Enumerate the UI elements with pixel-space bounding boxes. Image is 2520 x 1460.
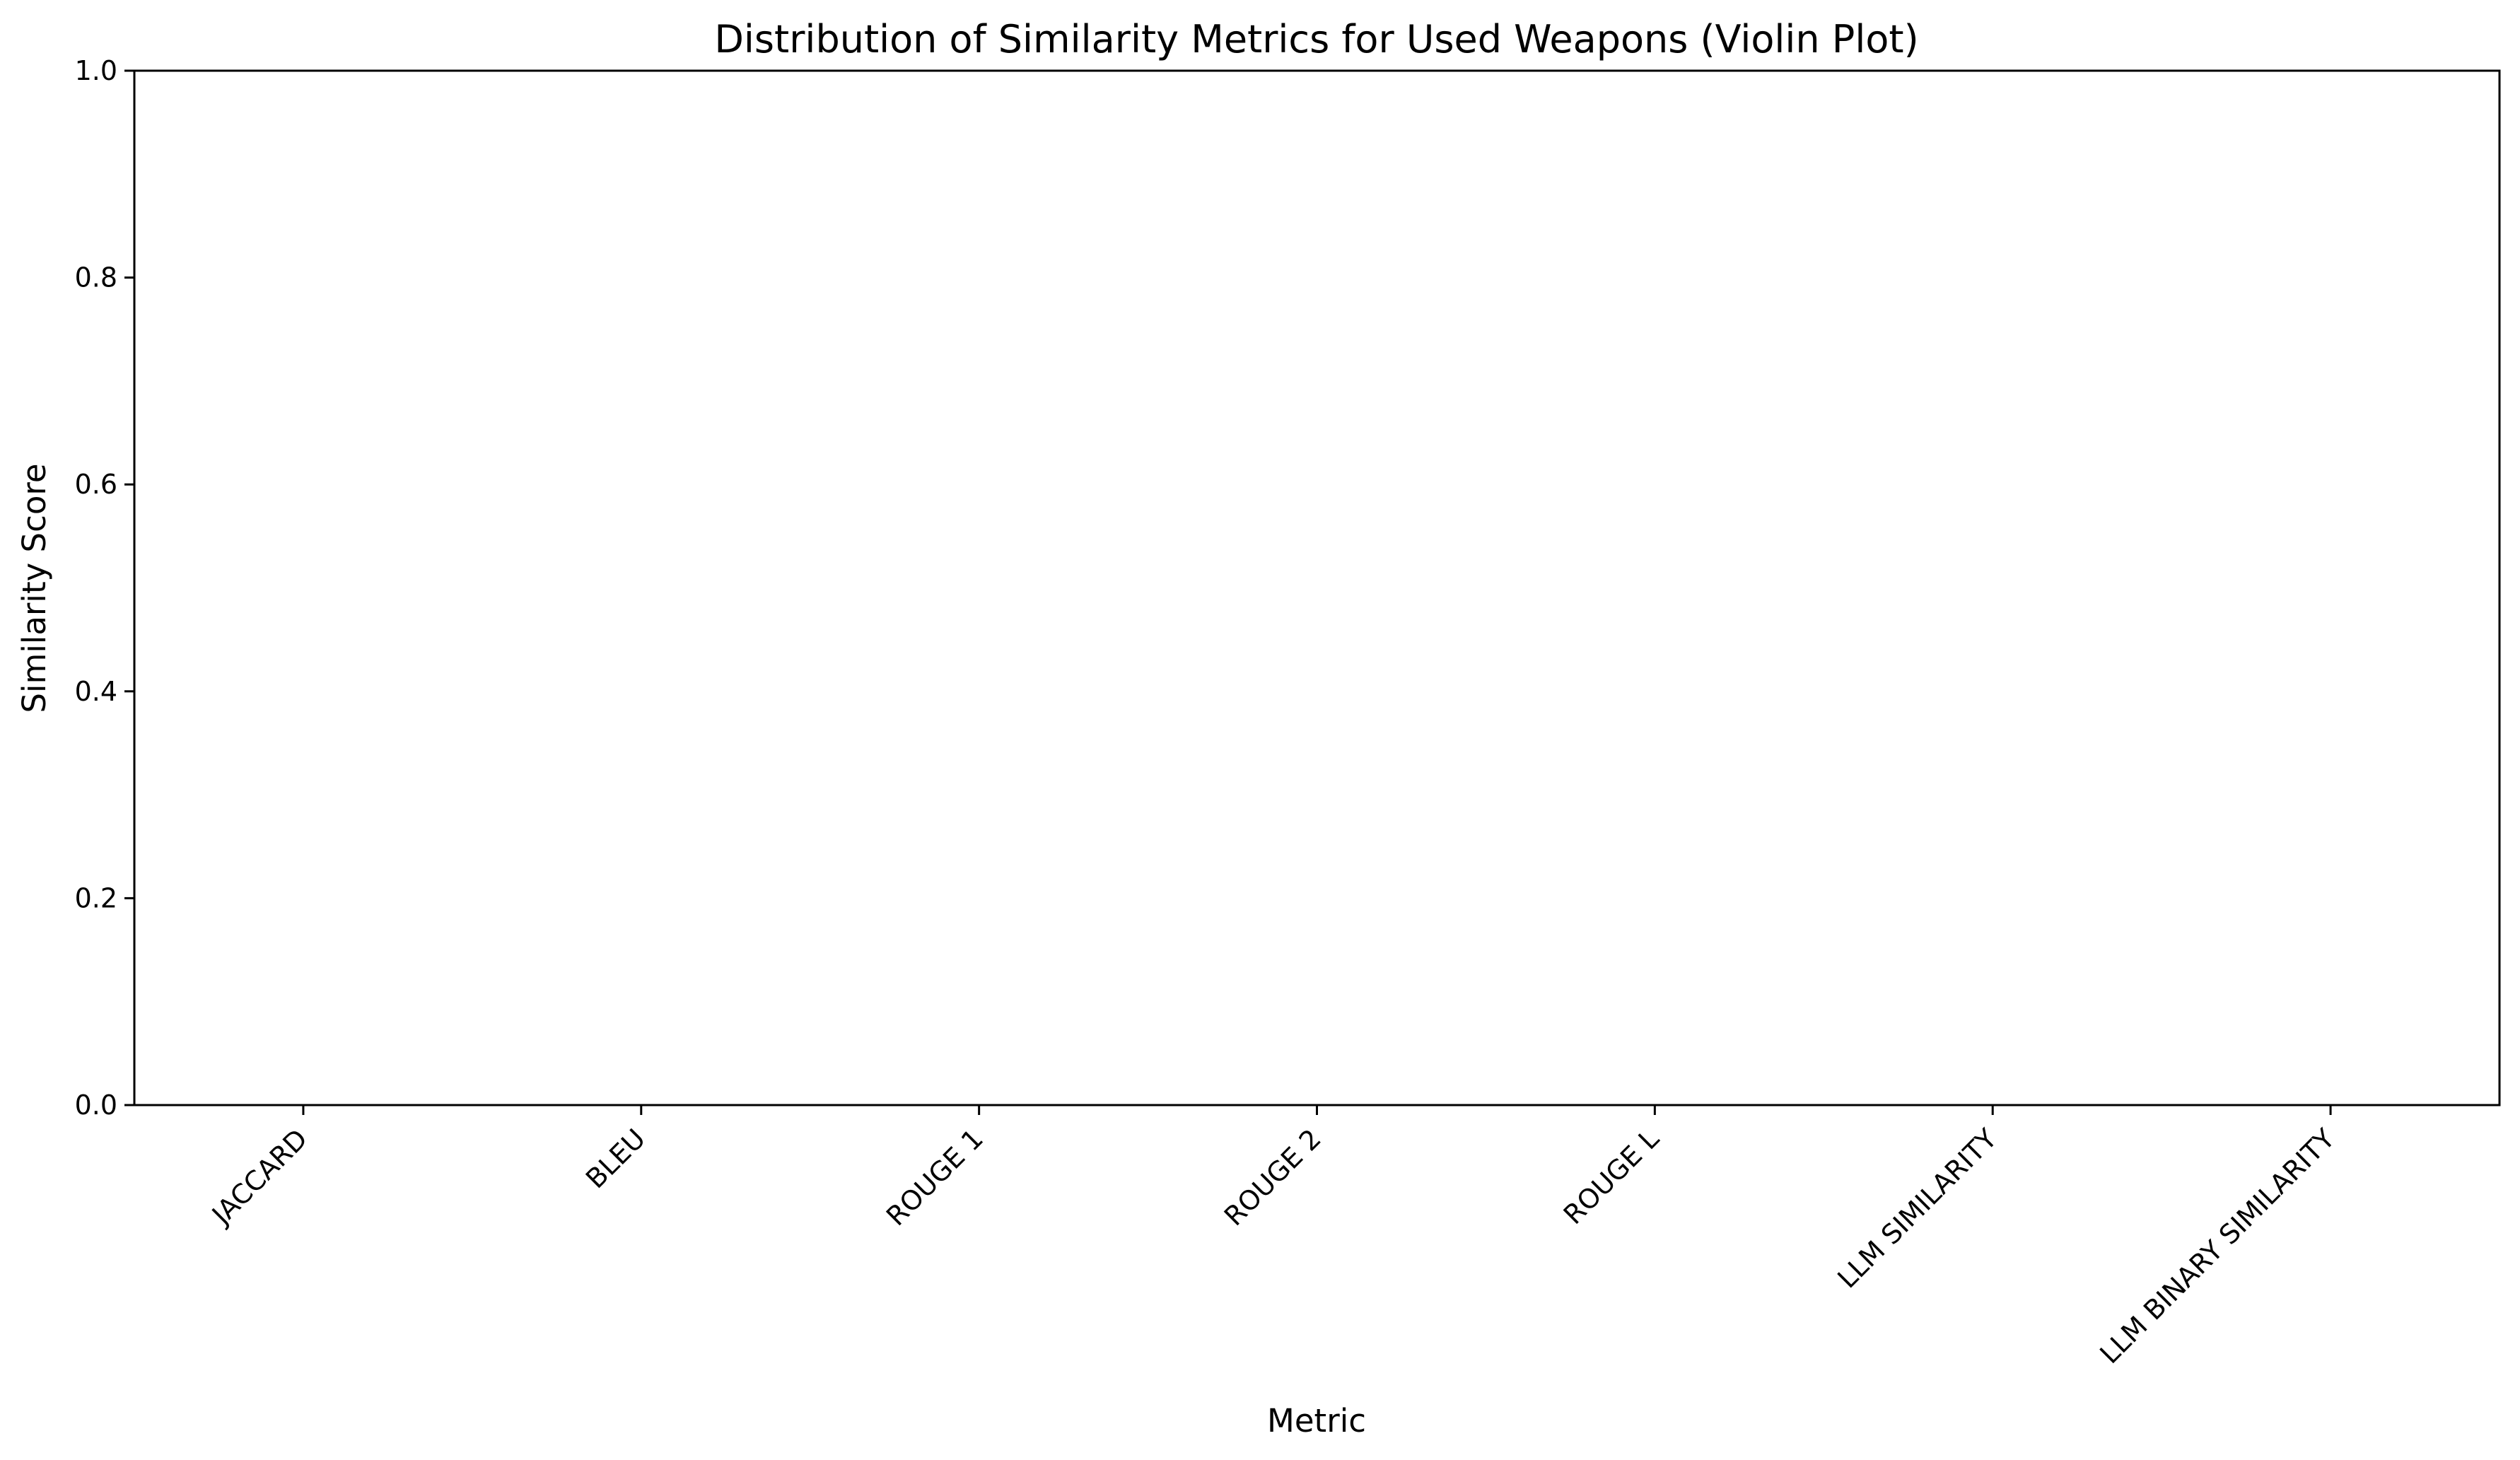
y-axis-label: Similarity Score — [16, 463, 53, 713]
y-tick-label: 0.8 — [75, 262, 117, 293]
y-tick-label: 0.6 — [75, 469, 117, 500]
y-tick-label: 0.2 — [75, 882, 117, 913]
x-axis-ticks: JACCARD BLEU ROUGE 1 ROUGE 2 ROUGE L LLM SIMI… — [205, 1105, 2341, 1370]
y-tick-label: 0.4 — [75, 676, 117, 707]
x-tick-label: ROUGE 2 — [1218, 1123, 1327, 1232]
y-tick-label: 0.0 — [75, 1090, 117, 1121]
x-tick-label: ROUGE 1 — [880, 1123, 989, 1232]
y-axis-ticks: 0.0 0.2 0.4 0.6 0.8 1.0 — [75, 55, 134, 1121]
x-tick-label: LLM BINARY SIMILARITY — [2094, 1123, 2341, 1370]
x-axis-label: Metric — [1267, 1402, 1366, 1439]
chart-title: Distribution of Similarity Metrics for U… — [714, 17, 1918, 62]
x-tick-label: JACCARD — [205, 1123, 313, 1231]
x-tick-label: LLM SIMILARITY — [1831, 1123, 2003, 1295]
x-tick-label: ROUGE L — [1558, 1123, 1665, 1230]
y-tick-label: 1.0 — [75, 55, 117, 86]
plot-area — [133, 69, 2501, 1106]
x-tick-label: BLEU — [580, 1123, 651, 1194]
